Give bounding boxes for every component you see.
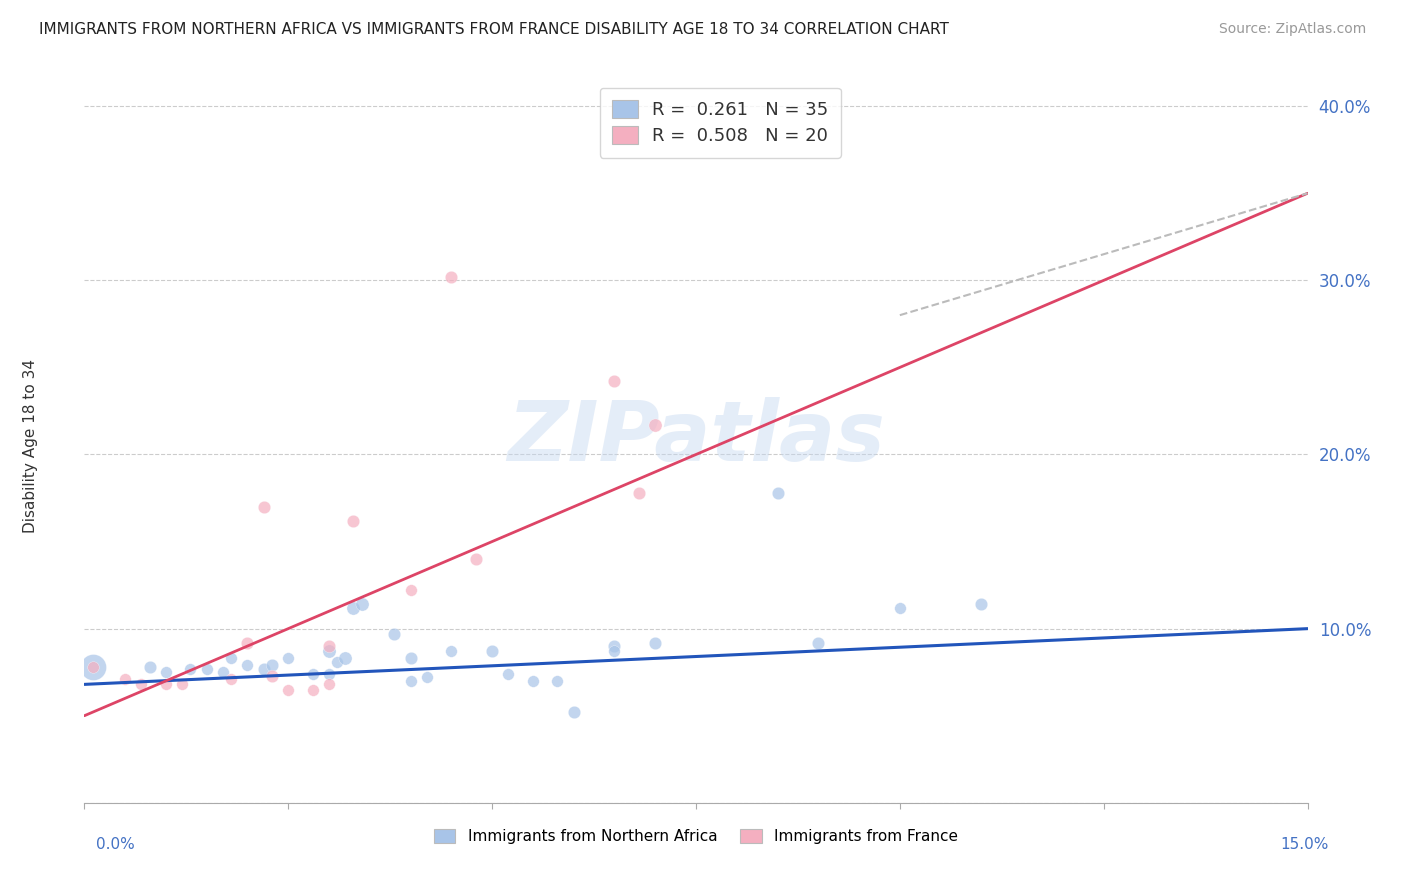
Point xyxy=(807,635,830,649)
Point xyxy=(603,375,626,389)
Point xyxy=(399,673,422,688)
Point xyxy=(342,600,364,615)
Point xyxy=(277,651,299,665)
Point xyxy=(260,658,283,673)
Point xyxy=(219,672,242,686)
Point xyxy=(260,668,283,682)
Point xyxy=(82,660,104,674)
Point xyxy=(236,658,259,673)
Point xyxy=(301,667,323,681)
Legend: Immigrants from Northern Africa, Immigrants from France: Immigrants from Northern Africa, Immigra… xyxy=(427,822,965,850)
Point xyxy=(464,552,486,566)
Point xyxy=(766,485,789,500)
Point xyxy=(546,673,568,688)
Point xyxy=(82,660,104,674)
Point xyxy=(155,665,177,680)
Point xyxy=(399,583,422,598)
Point xyxy=(138,660,160,674)
Point xyxy=(562,705,585,719)
Point xyxy=(644,635,666,649)
Point xyxy=(253,662,276,676)
Point xyxy=(440,644,463,658)
Point xyxy=(155,677,177,691)
Point xyxy=(399,651,422,665)
Point xyxy=(603,639,626,653)
Point xyxy=(644,417,666,432)
Point xyxy=(318,677,340,691)
Text: Source: ZipAtlas.com: Source: ZipAtlas.com xyxy=(1219,22,1367,37)
Point xyxy=(318,644,340,658)
Point xyxy=(253,500,276,514)
Point xyxy=(318,667,340,681)
Point xyxy=(318,639,340,653)
Point xyxy=(301,682,323,697)
Point xyxy=(236,635,259,649)
Point xyxy=(195,662,218,676)
Point xyxy=(335,651,357,665)
Text: 0.0%: 0.0% xyxy=(96,838,135,852)
Point xyxy=(114,672,136,686)
Point xyxy=(498,667,520,681)
Point xyxy=(481,644,503,658)
Point xyxy=(277,682,299,697)
Point xyxy=(416,670,439,684)
Point xyxy=(326,655,349,669)
Point xyxy=(342,514,364,528)
Text: ZIPatlas: ZIPatlas xyxy=(508,397,884,477)
Text: IMMIGRANTS FROM NORTHERN AFRICA VS IMMIGRANTS FROM FRANCE DISABILITY AGE 18 TO 3: IMMIGRANTS FROM NORTHERN AFRICA VS IMMIG… xyxy=(39,22,949,37)
Point xyxy=(889,600,911,615)
Point xyxy=(627,485,650,500)
Text: Disability Age 18 to 34: Disability Age 18 to 34 xyxy=(24,359,38,533)
Text: 15.0%: 15.0% xyxy=(1281,838,1329,852)
Point xyxy=(522,673,544,688)
Point xyxy=(219,651,242,665)
Point xyxy=(212,665,235,680)
Point xyxy=(603,644,626,658)
Point xyxy=(179,662,201,676)
Point xyxy=(131,677,153,691)
Point xyxy=(350,597,373,611)
Point xyxy=(440,269,463,284)
Point xyxy=(172,677,194,691)
Point xyxy=(382,627,405,641)
Point xyxy=(970,597,993,611)
